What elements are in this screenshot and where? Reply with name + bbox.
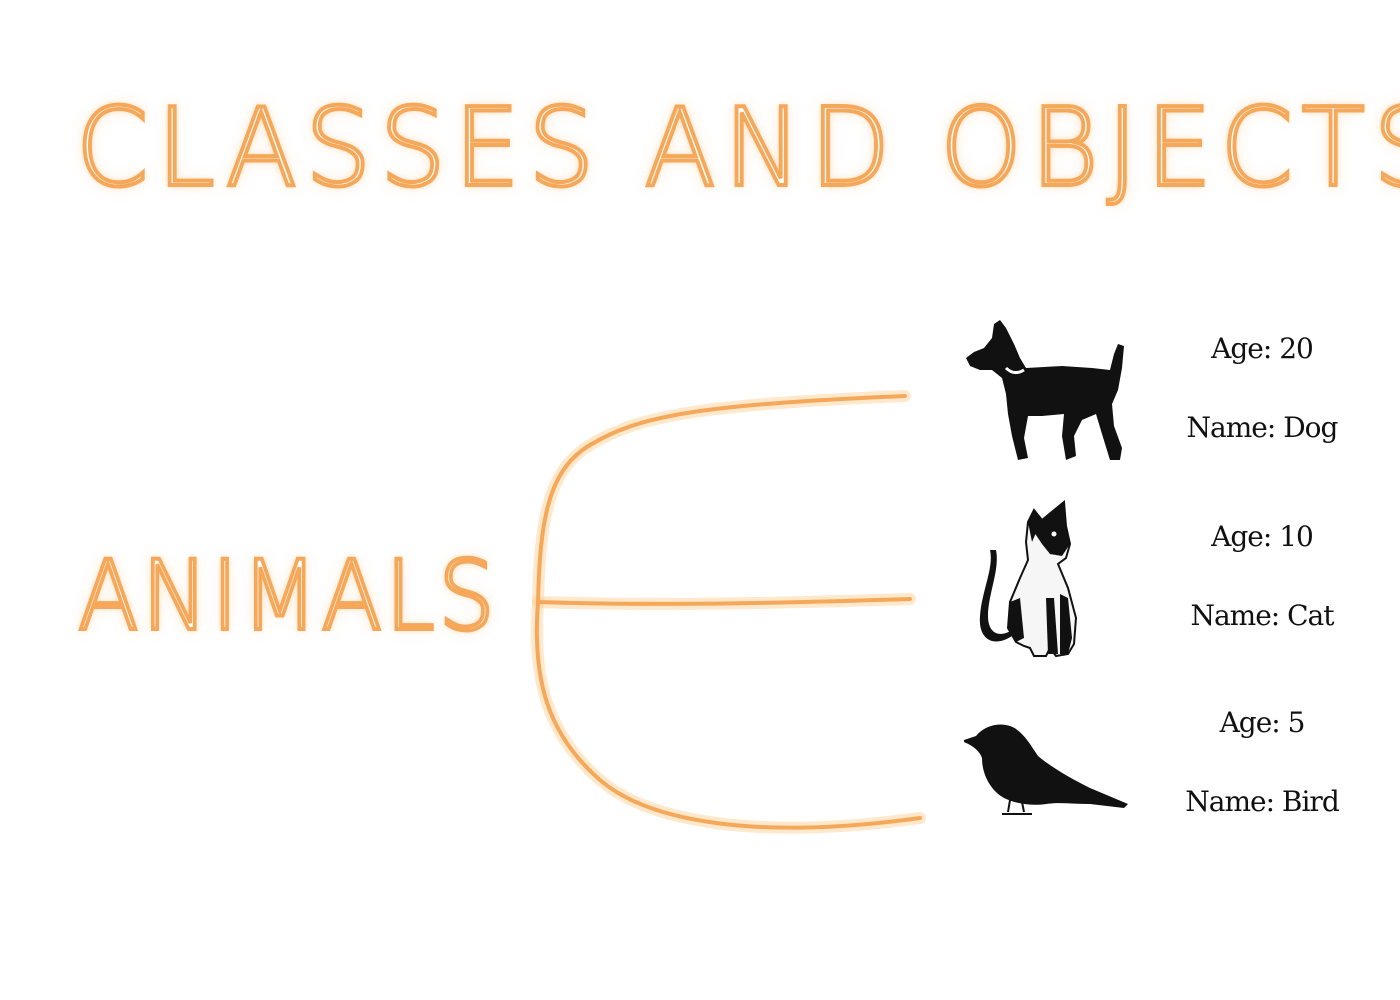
branch-to-cat bbox=[536, 597, 912, 606]
object-age-cat: Age: 10 bbox=[1211, 520, 1314, 553]
branch-to-dog bbox=[536, 394, 907, 604]
cat-icon bbox=[979, 500, 1078, 658]
object-age-dog: Age: 20 bbox=[1211, 332, 1314, 365]
branch-to-bird bbox=[534, 600, 922, 830]
dog-icon bbox=[966, 320, 1124, 460]
diagram-title: CLASSES AND OBJECTS bbox=[74, 86, 1400, 211]
class-label: ANIMALS bbox=[76, 540, 499, 652]
object-name-bird: Name: Bird bbox=[1185, 785, 1340, 818]
object-age-bird: Age: 5 bbox=[1219, 706, 1306, 739]
object-name-dog: Name: Dog bbox=[1186, 411, 1339, 444]
object-name-cat: Name: Cat bbox=[1190, 599, 1334, 632]
bird-icon bbox=[964, 724, 1128, 815]
